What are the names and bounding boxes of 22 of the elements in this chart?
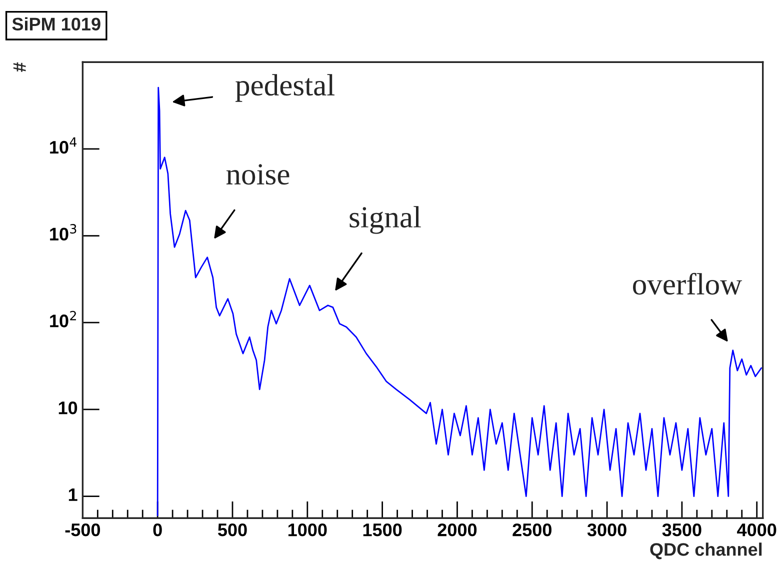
annotation: noise [226,164,290,185]
x-tick-label: 0 [153,523,162,536]
y-tick-label: 10 [58,402,78,414]
annotation: overflow [633,272,742,295]
y-tick-label: 1 [68,488,78,501]
x-tick-label: 3500 [662,523,702,536]
x-tick-label: 4000 [737,523,776,536]
y-axis-title: # [13,62,26,72]
chart-title: SiPM 1019 [12,17,100,30]
x-tick-label: 1000 [288,523,327,536]
x-tick-label: -500 [65,523,100,536]
x-tick-label: 2000 [438,523,477,536]
y-tick-label: 10$^{2}$ [50,310,76,328]
annotation: signal [350,206,421,234]
x-tick-label: 2500 [512,523,552,536]
x-tick-label: 500 [218,523,247,536]
x-axis-title: QDC channel [650,542,762,560]
x-tick-label: 1500 [363,523,402,536]
x-tick-label: 3000 [587,523,626,536]
y-tick-label: 10$^{4}$ [50,137,77,154]
annotation: pedestal [235,74,334,102]
y-tick-label: 10$^{3}$ [50,224,76,240]
